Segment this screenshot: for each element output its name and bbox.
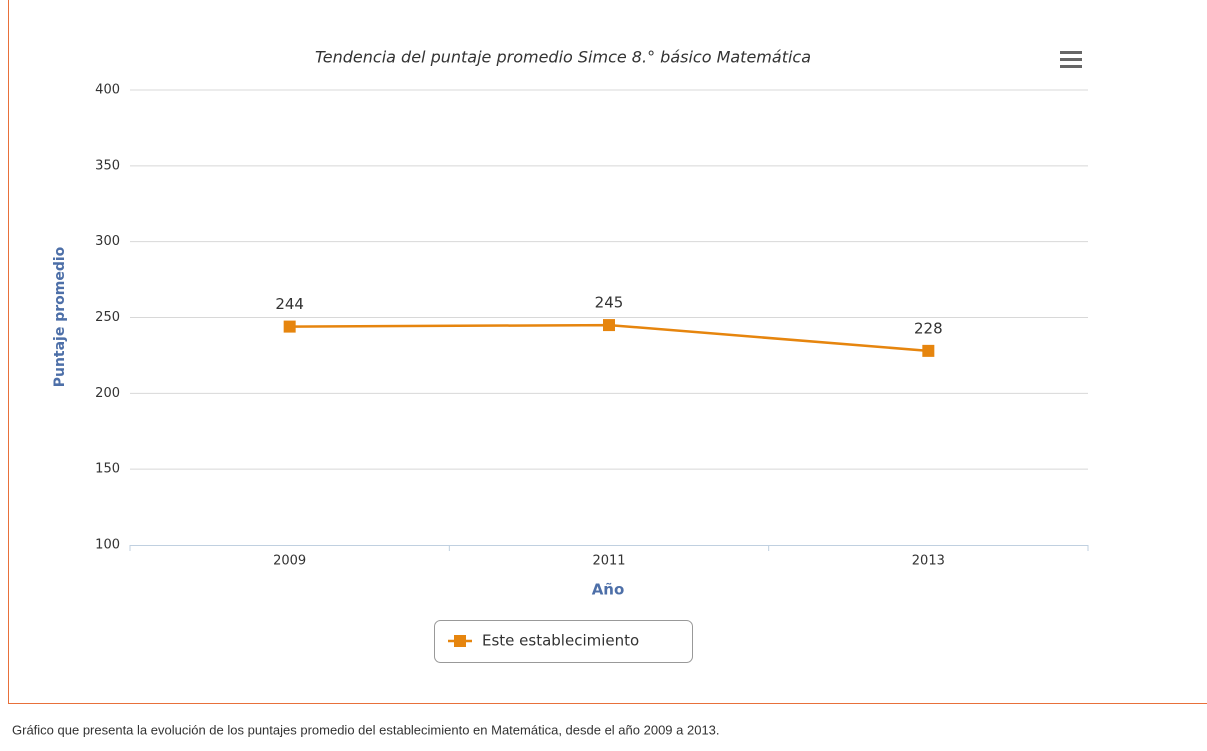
point-marker bbox=[603, 319, 615, 332]
y-tick-label: 200 bbox=[95, 386, 120, 401]
data-label: 228 bbox=[914, 319, 943, 337]
y-tick-label: 150 bbox=[95, 462, 120, 477]
y-axis-title: Puntaje promedio bbox=[52, 246, 68, 387]
data-label: 245 bbox=[595, 294, 624, 312]
menu-bar bbox=[1060, 51, 1082, 54]
y-tick-label: 350 bbox=[95, 158, 120, 173]
menu-button[interactable] bbox=[1060, 51, 1082, 68]
legend-box bbox=[434, 620, 693, 663]
y-tick-label: 300 bbox=[95, 234, 120, 249]
caption: Gráfico que presenta la evolución de los… bbox=[12, 722, 720, 737]
data-label: 244 bbox=[275, 295, 304, 313]
menu-bar bbox=[1060, 65, 1082, 68]
legend-label: Este establecimiento bbox=[482, 632, 639, 650]
x-tick-label: 2009 bbox=[273, 554, 306, 569]
x-axis-title: Año bbox=[592, 581, 625, 599]
point-marker bbox=[922, 344, 935, 357]
chart-title: Tendencia del puntaje promedio Simce 8.°… bbox=[315, 48, 811, 67]
x-tick-label: 2011 bbox=[592, 554, 625, 569]
x-tick-label: 2013 bbox=[912, 554, 945, 569]
y-tick-label: 100 bbox=[95, 538, 120, 553]
point-marker bbox=[283, 320, 296, 333]
menu-bar bbox=[1060, 58, 1082, 61]
y-tick-label: 400 bbox=[95, 83, 120, 98]
legend-marker bbox=[454, 635, 466, 647]
y-tick-label: 250 bbox=[95, 310, 120, 325]
